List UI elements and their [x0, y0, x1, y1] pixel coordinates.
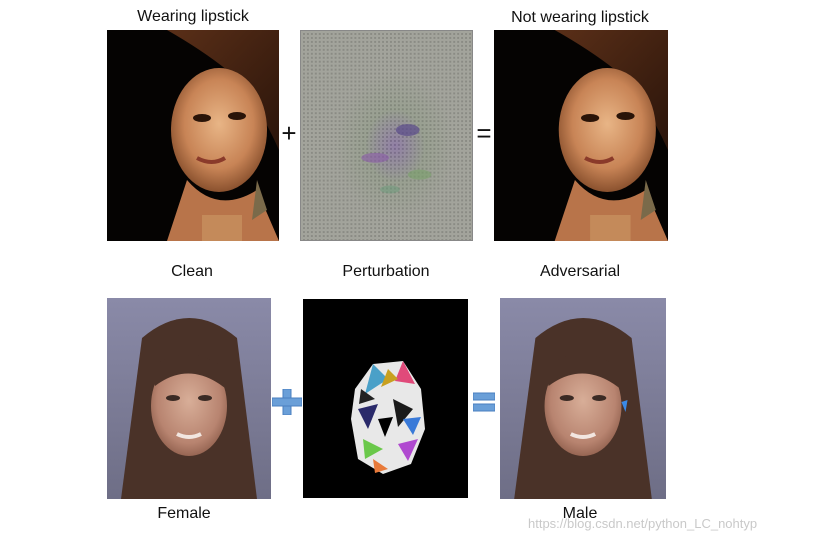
plus-icon — [271, 388, 303, 416]
face-image-lipstick — [107, 30, 279, 241]
label-clean: Clean — [171, 263, 213, 280]
plus-operator-row1: + — [281, 118, 297, 148]
watermark-text: https://blog.csdn.net/python_LC_nohtyp — [528, 516, 758, 531]
label-male: Male — [562, 505, 598, 522]
label-perturbation: Perturbation — [342, 263, 430, 280]
perturbation-mask-image — [303, 299, 468, 498]
equals-operator-row1: = — [476, 118, 492, 148]
label-female: Female — [157, 505, 211, 522]
label-wearing-lipstick: Wearing lipstick — [137, 8, 249, 25]
label-not-wearing-lipstick: Not wearing lipstick — [511, 9, 649, 26]
equals-icon — [472, 392, 496, 412]
perturbation-noise-image — [300, 30, 473, 241]
face-image-clean — [107, 298, 271, 499]
label-adversarial: Adversarial — [539, 263, 621, 280]
face-image-not-lipstick — [494, 30, 668, 241]
face-image-adversarial — [500, 298, 666, 499]
